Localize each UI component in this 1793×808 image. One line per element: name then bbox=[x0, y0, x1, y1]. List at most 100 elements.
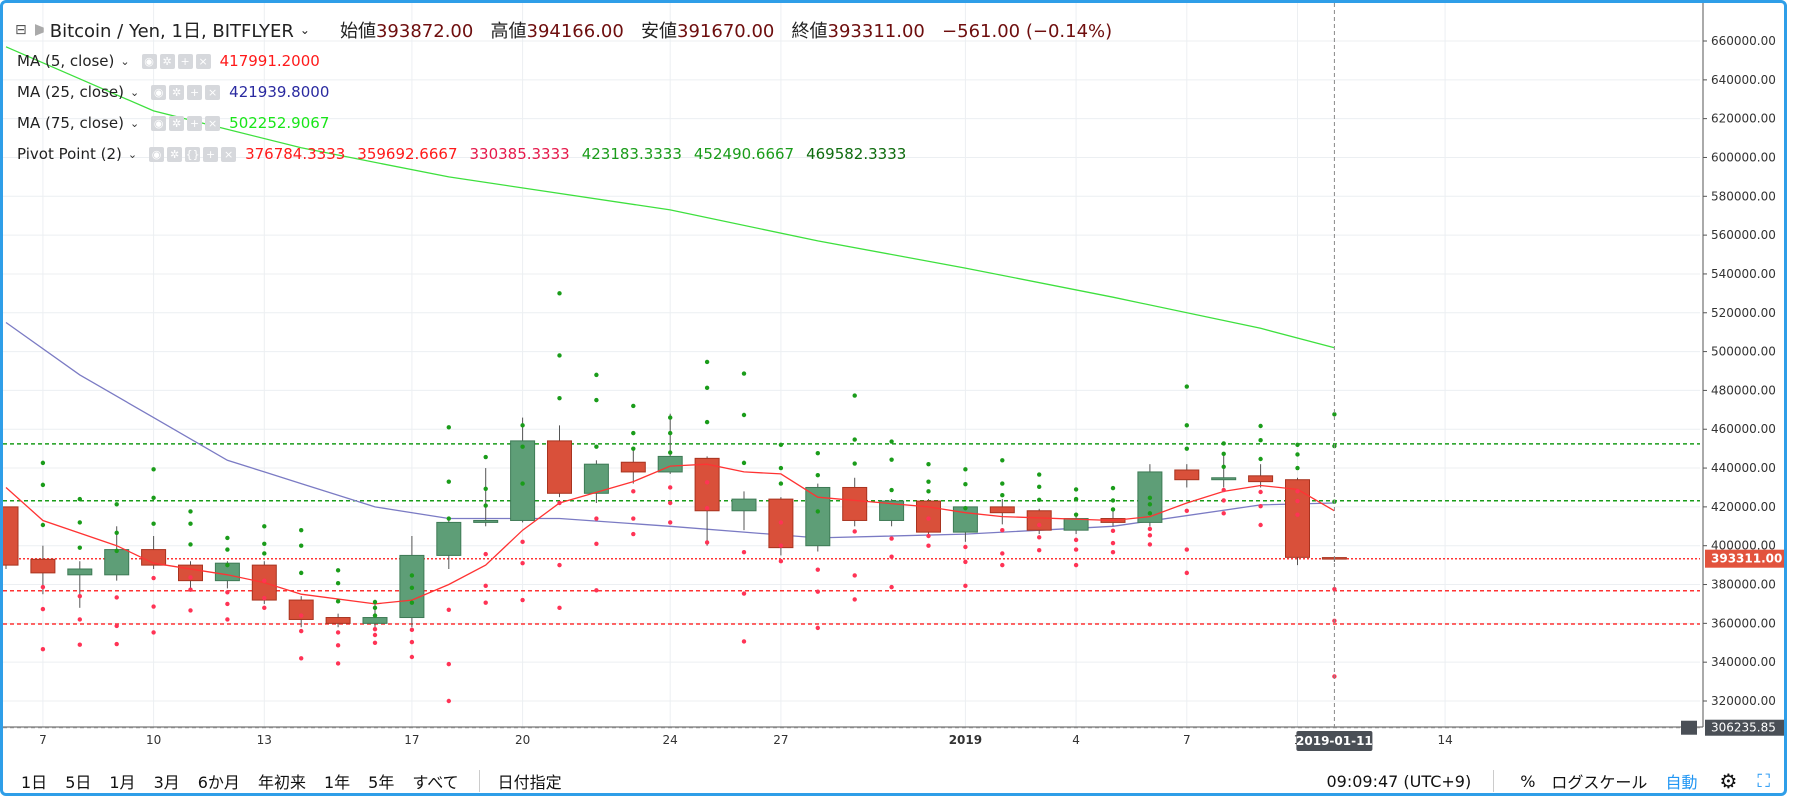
eye-icon[interactable]: ◉ bbox=[151, 84, 167, 100]
candle-body[interactable] bbox=[694, 457, 720, 512]
gear-icon[interactable]: ⚙ bbox=[1719, 769, 1738, 793]
candle-body[interactable] bbox=[178, 564, 203, 582]
legend-pivot[interactable]: Pivot Point (2) ⌄ ◉ ✲ {} + × 376784.3333… bbox=[17, 145, 918, 163]
date-range-button[interactable]: 日付指定 bbox=[497, 773, 562, 792]
candle-body[interactable] bbox=[1285, 479, 1310, 558]
pivot-dot bbox=[335, 581, 341, 586]
pivot-dot bbox=[483, 551, 488, 557]
chevron-down-icon[interactable]: ⌄ bbox=[129, 116, 140, 130]
pivot-dot bbox=[704, 505, 710, 511]
close-icon[interactable]: × bbox=[205, 115, 221, 131]
auto-scale-toggle[interactable]: 自動 bbox=[1665, 773, 1698, 792]
close-icon[interactable]: × bbox=[195, 53, 211, 69]
candle-body[interactable] bbox=[104, 549, 130, 576]
pivot-dot bbox=[1147, 495, 1153, 501]
gear-icon[interactable]: ✲ bbox=[167, 146, 183, 162]
pivot-value: 452490.6667 bbox=[693, 145, 795, 163]
candle-body[interactable] bbox=[473, 519, 499, 523]
candle-body[interactable] bbox=[952, 506, 978, 533]
gear-icon[interactable]: ✲ bbox=[169, 84, 185, 100]
bottom-toolbar: 1日 5日 1月 3月 6か月 年初来 1年 5年 すべて 日付指定 09:09… bbox=[3, 761, 1784, 793]
pivot-dot bbox=[741, 639, 747, 644]
chevron-down-icon[interactable]: ⌄ bbox=[299, 23, 310, 37]
indicator-value: 421939.8000 bbox=[229, 83, 330, 101]
gear-icon[interactable]: ✲ bbox=[159, 53, 175, 69]
candle-body[interactable] bbox=[879, 500, 905, 521]
timeframe-5y[interactable]: 5年 bbox=[368, 773, 395, 792]
add-alert-icon[interactable] bbox=[1681, 720, 1697, 735]
eye-icon[interactable]: ◉ bbox=[149, 146, 165, 162]
pivot-dot bbox=[409, 600, 415, 605]
candle-body[interactable] bbox=[1211, 477, 1237, 481]
symbol-title[interactable]: Bitcoin / Yen, 1日, BITFLYER bbox=[49, 21, 294, 42]
candle-body[interactable] bbox=[620, 461, 646, 473]
chevron-down-icon[interactable]: ⌄ bbox=[127, 147, 138, 161]
candle-body[interactable] bbox=[3, 506, 19, 566]
percent-toggle[interactable]: % bbox=[1520, 771, 1536, 791]
fullscreen-icon[interactable]: ⛶ bbox=[1757, 770, 1770, 792]
candle-body[interactable] bbox=[547, 440, 572, 494]
eye-icon[interactable]: ◉ bbox=[141, 53, 157, 69]
close-icon[interactable]: × bbox=[205, 84, 221, 100]
candle-body[interactable] bbox=[989, 506, 1015, 514]
candle-body[interactable] bbox=[30, 558, 56, 574]
candle-body[interactable] bbox=[362, 617, 388, 624]
pivot-dot bbox=[704, 419, 710, 425]
pivot-dot bbox=[1258, 504, 1263, 509]
pivot-dot bbox=[40, 647, 46, 652]
candle-body[interactable] bbox=[510, 440, 536, 521]
timeframe-5d[interactable]: 5日 bbox=[65, 773, 92, 792]
timeframe-1d[interactable]: 1日 bbox=[21, 773, 48, 792]
candle-body[interactable] bbox=[436, 521, 462, 556]
pivot-dot bbox=[704, 540, 710, 545]
x-tick-label: 13 bbox=[257, 733, 272, 747]
candle-body[interactable] bbox=[325, 617, 351, 624]
chevron-down-icon[interactable]: ⌄ bbox=[129, 85, 140, 99]
eye-icon[interactable]: ◉ bbox=[151, 115, 167, 131]
pivot-dot bbox=[1184, 547, 1190, 552]
legend-ma25[interactable]: MA (25, close) ⌄ ◉ ✲ + × 421939.8000 bbox=[17, 83, 341, 101]
timeframe-6m[interactable]: 6か月 bbox=[197, 773, 240, 792]
legend-ma5[interactable]: MA (5, close) ⌄ ◉ ✲ + × 417991.2000 bbox=[17, 52, 332, 70]
legend-ma75[interactable]: MA (75, close) ⌄ ◉ ✲ + × 502252.9067 bbox=[17, 114, 341, 132]
gear-icon[interactable]: ✲ bbox=[169, 115, 185, 131]
pivot-dot bbox=[926, 479, 931, 484]
plus-icon[interactable]: + bbox=[203, 146, 219, 162]
pivot-dot bbox=[815, 450, 820, 456]
log-scale-toggle[interactable]: ログスケール bbox=[1551, 773, 1648, 792]
candle-body[interactable] bbox=[583, 463, 609, 494]
plus-icon[interactable]: + bbox=[187, 115, 203, 131]
pivot-dot bbox=[299, 628, 304, 634]
candle-body[interactable] bbox=[842, 486, 868, 521]
pivot-dot bbox=[889, 536, 894, 541]
candle-body[interactable] bbox=[768, 498, 794, 549]
pivot-dot bbox=[299, 656, 304, 661]
plus-icon[interactable]: + bbox=[177, 53, 193, 69]
timeframe-3m[interactable]: 3月 bbox=[153, 773, 180, 792]
pivot-dot bbox=[114, 548, 119, 554]
chevron-down-icon[interactable]: ⌄ bbox=[120, 54, 130, 68]
candle-body[interactable] bbox=[805, 486, 831, 547]
pivot-dot bbox=[372, 599, 378, 605]
price-chart[interactable]: 320000.00 340000.00 360000.00 380000.00 4000… bbox=[3, 3, 1787, 796]
pivot-dot bbox=[114, 641, 119, 647]
pivot-dot bbox=[1221, 511, 1226, 516]
candle-body[interactable] bbox=[1026, 510, 1052, 531]
timeframe-1m[interactable]: 1月 bbox=[109, 773, 136, 792]
candle-body[interactable] bbox=[67, 568, 93, 576]
source-code-icon[interactable]: {} bbox=[185, 146, 201, 162]
candle-body[interactable] bbox=[1063, 518, 1089, 531]
close-icon[interactable]: × bbox=[221, 146, 237, 162]
pivot-dot bbox=[557, 353, 562, 358]
timeframe-1y[interactable]: 1年 bbox=[323, 773, 351, 792]
candle-body[interactable] bbox=[1174, 469, 1200, 481]
timeframe-all[interactable]: すべて bbox=[412, 773, 459, 792]
candle-body[interactable] bbox=[1248, 475, 1274, 483]
plus-icon[interactable]: + bbox=[187, 84, 203, 100]
timeframe-ytd[interactable]: 年初来 bbox=[257, 773, 306, 792]
pivot-dot bbox=[815, 589, 820, 594]
candle-body[interactable] bbox=[288, 599, 314, 620]
collapse-icon[interactable]: ⊟ bbox=[15, 22, 27, 38]
candle-body[interactable] bbox=[731, 498, 757, 512]
